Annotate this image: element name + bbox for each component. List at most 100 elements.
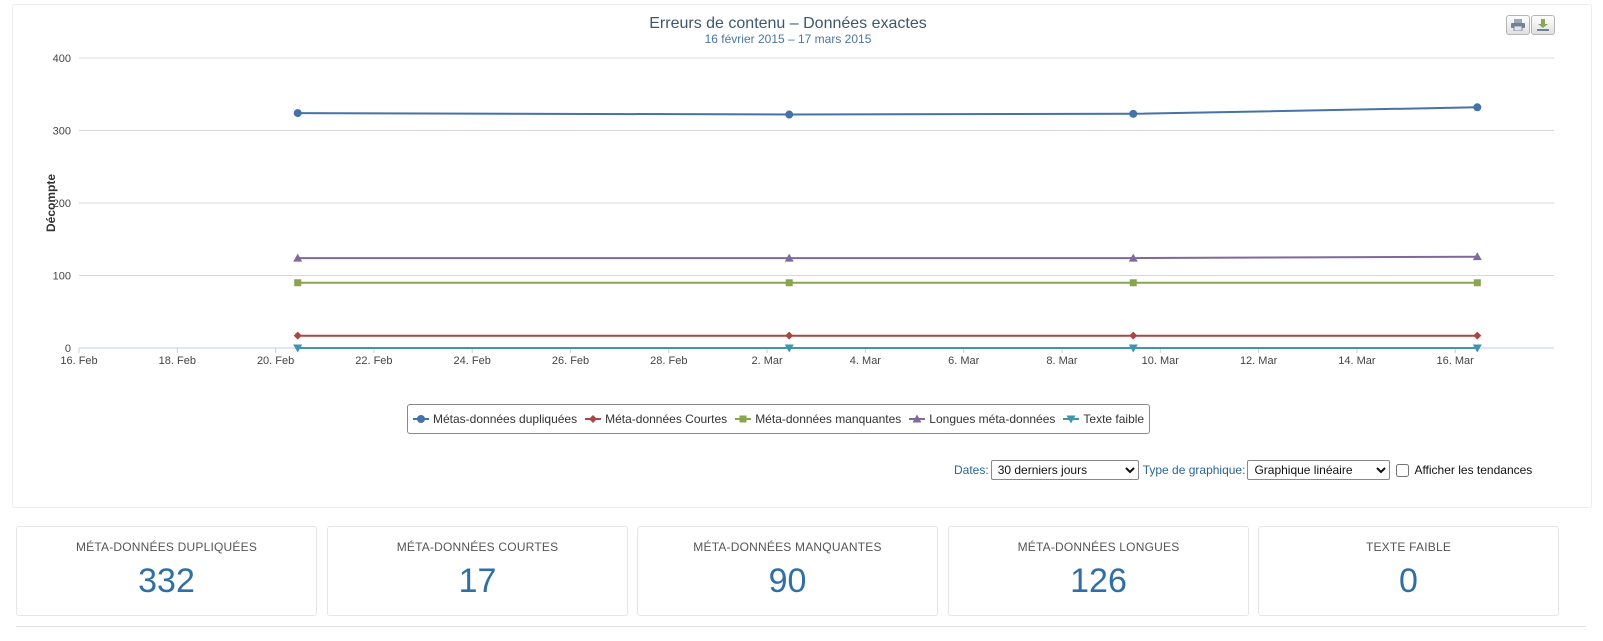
x-tick-label: 28. Feb (650, 355, 687, 367)
stat-card-short: MÉTA-DONNÉES COURTES 17 (327, 526, 628, 616)
x-tick-label: 12. Mar (1240, 355, 1278, 367)
x-tick-label: 16. Feb (60, 355, 97, 367)
chart-legend: Métas-données dupliquées Méta-données Cou… (407, 404, 1151, 434)
legend-item[interactable]: Longues méta-données (909, 412, 1055, 426)
x-tick-label: 10. Mar (1142, 355, 1180, 367)
data-point[interactable] (784, 344, 794, 353)
stat-card-long: MÉTA-DONNÉES LONGUES 126 (948, 526, 1249, 616)
x-tick-label: 14. Mar (1338, 355, 1376, 367)
data-point[interactable] (785, 279, 793, 287)
stat-title: MÉTA-DONNÉES LONGUES (1017, 540, 1180, 554)
stat-card-missing: MÉTA-DONNÉES MANQUANTES 90 (637, 526, 938, 616)
data-point[interactable] (293, 253, 303, 262)
legend-marker[interactable] (417, 415, 425, 423)
legend-symbol (735, 415, 752, 423)
x-tick-label: 6. Mar (948, 355, 980, 367)
printer-icon (1511, 19, 1525, 31)
legend-marker[interactable] (589, 415, 598, 423)
dates-select[interactable]: 30 derniers jours (990, 460, 1139, 480)
data-point[interactable] (1128, 253, 1138, 262)
series-3 (293, 252, 1482, 262)
trends-label: Afficher les tendances (1414, 463, 1533, 477)
legend-label: Métas-données dupliquées (433, 412, 578, 426)
data-point[interactable] (1128, 344, 1138, 353)
print-button[interactable] (1506, 15, 1530, 35)
legend-label: Méta-données manquantes (755, 412, 902, 426)
stat-title: MÉTA-DONNÉES DUPLIQUÉES (75, 540, 258, 554)
legend-item[interactable]: Métas-données dupliquées (413, 412, 577, 426)
data-point[interactable] (1472, 344, 1482, 353)
legend-symbol (413, 415, 429, 423)
data-point[interactable] (784, 253, 794, 262)
series-line (297, 106, 1478, 116)
x-tick-label: 24. Feb (454, 355, 491, 367)
y-tick-label: 0 (65, 343, 71, 355)
data-point[interactable] (293, 344, 303, 353)
download-icon (1537, 19, 1549, 31)
y-tick-label: 200 (53, 198, 71, 210)
stat-value: 0 (1399, 562, 1418, 600)
data-point[interactable] (1129, 331, 1138, 340)
data-point[interactable] (1473, 103, 1482, 112)
series-line (297, 255, 1478, 260)
chart-controls: Dates: 30 derniers jours Type de graphiq… (954, 460, 1532, 480)
stat-card-duplicated: MÉTA-DONNÉES DUPLIQUÉES 332 (16, 526, 317, 616)
stat-title: MÉTA-DONNÉES MANQUANTES (693, 540, 882, 554)
legend-label: Méta-données Courtes (605, 412, 728, 426)
chart-type-label: Type de graphique: (1142, 463, 1246, 477)
legend-marker[interactable] (1066, 415, 1076, 424)
legend-symbol (585, 415, 602, 423)
legend-label: Longues méta-données (929, 412, 1056, 426)
data-point[interactable] (1129, 279, 1137, 287)
grid-lines (79, 57, 1554, 349)
x-tick-label: 8. Mar (1046, 355, 1078, 367)
x-tick-label: 16. Mar (1437, 355, 1475, 367)
download-button[interactable] (1531, 15, 1555, 35)
data-point[interactable] (293, 109, 302, 118)
legend-symbol (1063, 415, 1080, 424)
data-point[interactable] (1473, 279, 1481, 287)
x-tick-label: 2. Mar (752, 355, 784, 367)
data-point[interactable] (293, 331, 302, 340)
data-point[interactable] (785, 331, 794, 340)
data-point[interactable] (1473, 331, 1482, 340)
legend-marker[interactable] (739, 415, 747, 423)
y-axis-ticks: 0 100 200 300 400 (53, 53, 71, 355)
bottom-divider (16, 626, 1586, 627)
stat-value: 332 (138, 562, 195, 600)
x-tick-label: 4. Mar (850, 355, 882, 367)
series-4 (293, 344, 1482, 353)
series-1 (293, 331, 1482, 340)
line-chart: Erreurs de contenu – Données exactes 16 … (44, 15, 1554, 367)
legend-item[interactable]: Texte faible (1063, 412, 1144, 426)
trends-checkbox[interactable] (1396, 463, 1410, 477)
data-point[interactable] (1472, 252, 1482, 261)
stat-card-weak-text: TEXTE FAIBLE 0 (1258, 526, 1559, 616)
stat-value: 17 (458, 562, 497, 600)
data-point[interactable] (294, 279, 302, 287)
chart-subtitle: 16 février 2015 – 17 mars 2015 (705, 32, 872, 46)
x-tick-label: 18. Feb (159, 355, 196, 367)
series-0 (293, 103, 1482, 119)
stat-value: 90 (768, 562, 807, 600)
chart-title: Erreurs de contenu – Données exactes (649, 15, 927, 32)
y-tick-label: 300 (53, 126, 71, 138)
stat-title: MÉTA-DONNÉES COURTES (396, 540, 559, 554)
legend-symbol (909, 414, 926, 423)
y-tick-label: 400 (53, 53, 71, 65)
x-axis-ticks: 16. Feb 18. Feb 20. Feb 22. Feb 24. Feb 26. F… (60, 348, 1474, 367)
legend-item[interactable]: Méta-données manquantes (735, 412, 901, 426)
legend-marker[interactable] (912, 414, 922, 423)
x-tick-label: 20. Feb (257, 355, 294, 367)
y-axis-label: Décompte (44, 174, 58, 232)
chart-type-select[interactable]: Graphique linéaire (1247, 460, 1391, 480)
series-2 (294, 279, 1481, 287)
stats-row: MÉTA-DONNÉES DUPLIQUÉES 332 MÉTA-DONNÉES… (16, 526, 1586, 616)
chart-panel: Erreurs de contenu – Données exactes 16 … (12, 4, 1592, 508)
data-point[interactable] (785, 110, 794, 119)
data-point[interactable] (1129, 109, 1138, 118)
legend-item[interactable]: Méta-données Courtes (585, 412, 727, 426)
y-tick-label: 100 (53, 271, 71, 283)
dates-label: Dates: (954, 463, 989, 477)
series-layer (293, 103, 1482, 353)
